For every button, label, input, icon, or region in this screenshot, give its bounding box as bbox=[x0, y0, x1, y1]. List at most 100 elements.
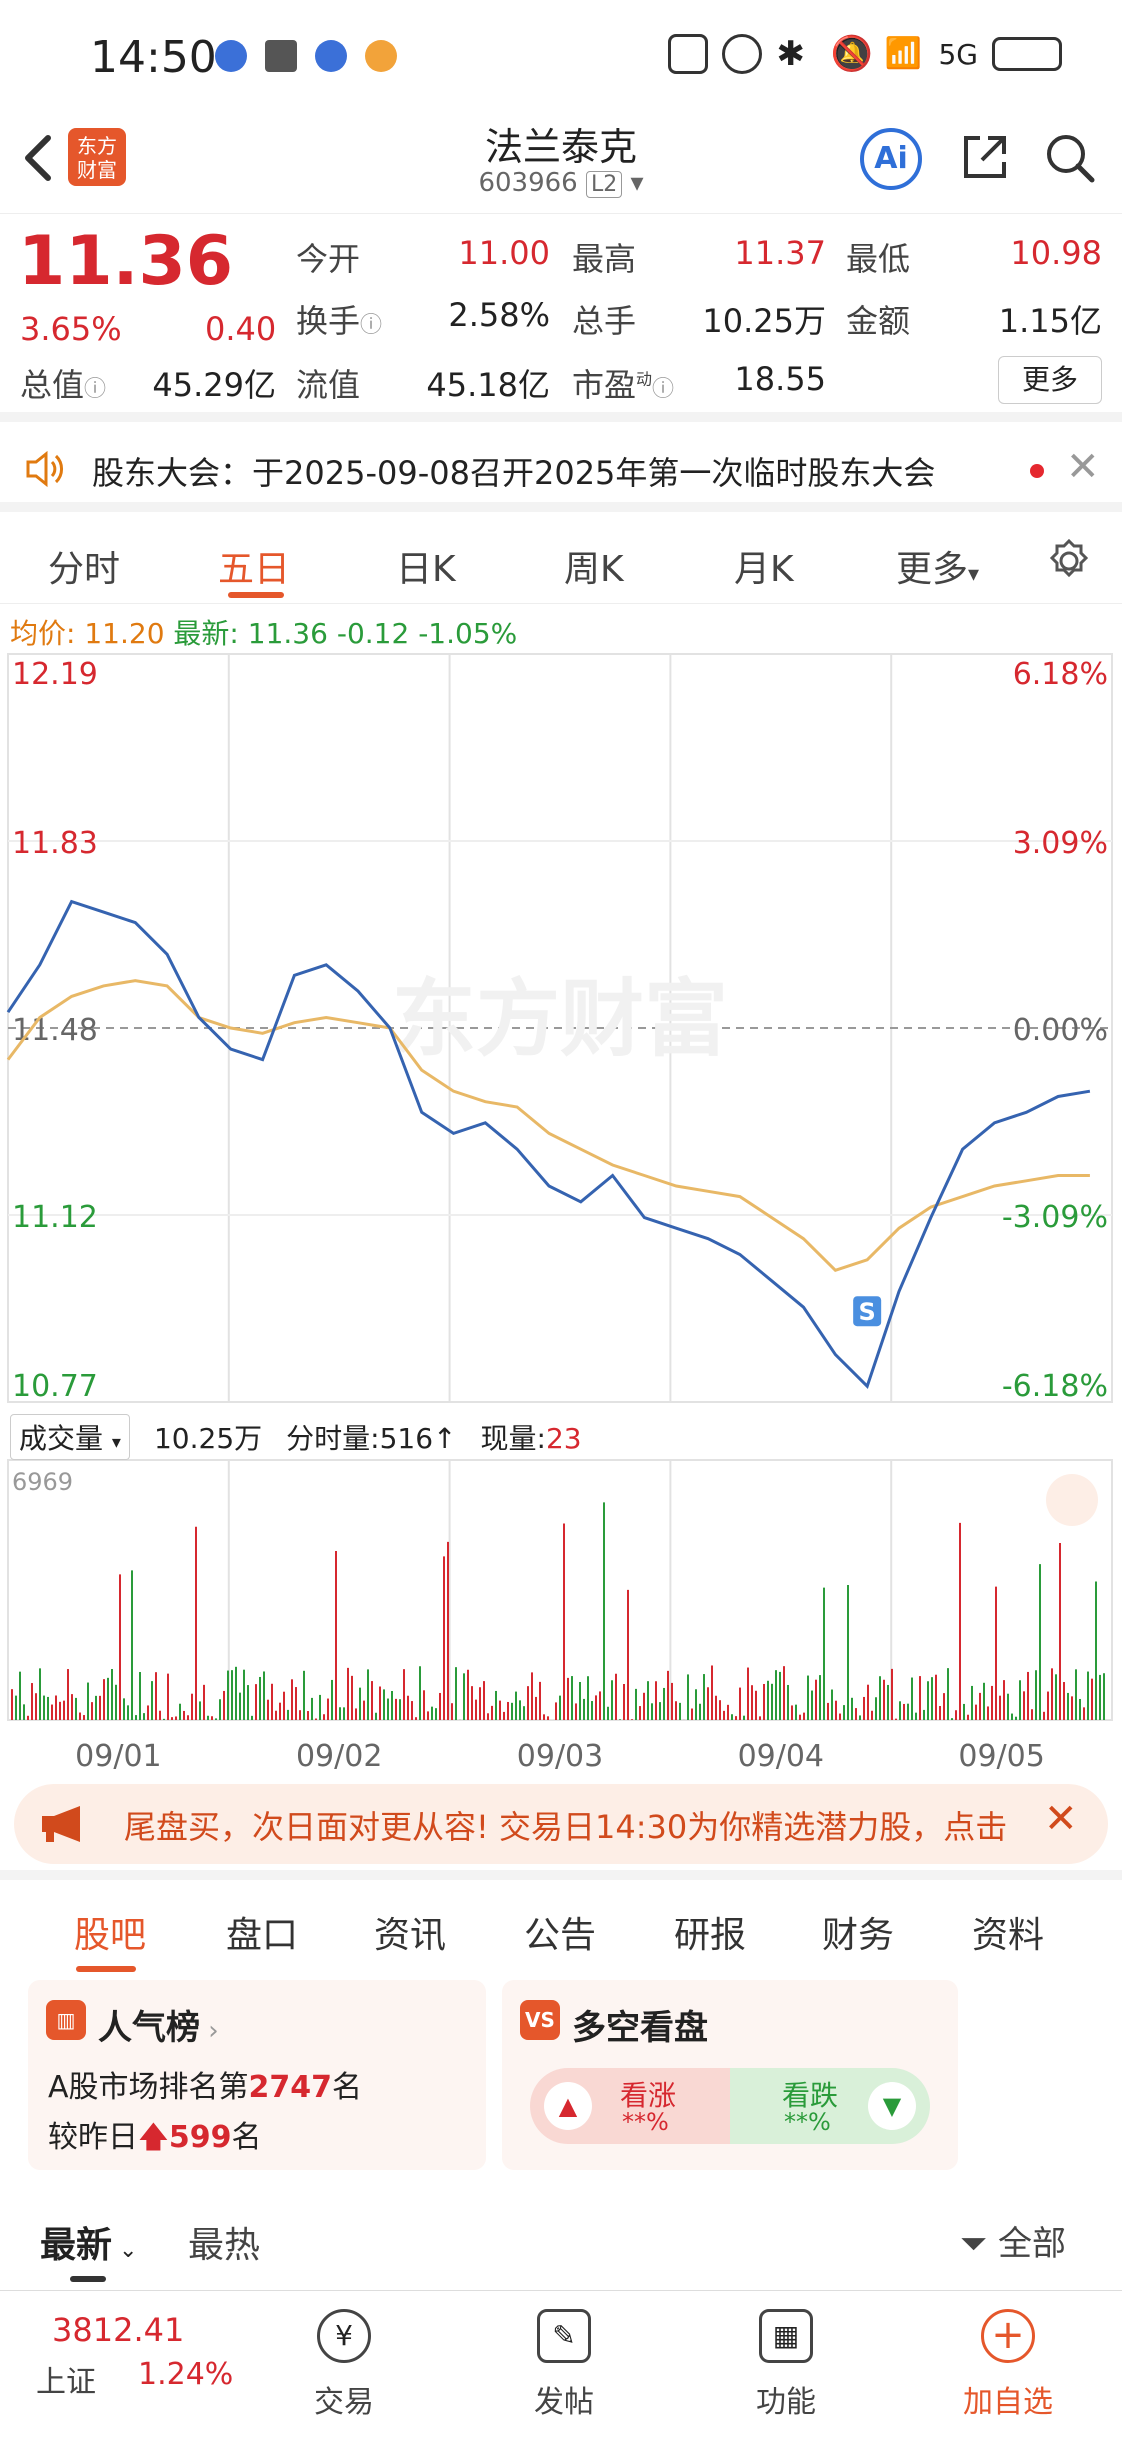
close-icon[interactable]: ✕ bbox=[1066, 444, 1100, 490]
tab-news[interactable]: 资讯 bbox=[374, 1915, 447, 1956]
share-icon[interactable] bbox=[960, 132, 1010, 182]
quote-label-turnover[interactable]: 换手ⓘ bbox=[296, 296, 382, 342]
notice-bar[interactable]: 股东大会：于2025-09-08召开2025年第一次临时股东大会 ✕ bbox=[0, 432, 1122, 512]
more-button[interactable]: 更多 bbox=[998, 356, 1102, 404]
tab-forum[interactable]: 股吧 bbox=[74, 1915, 147, 1956]
signal-badge: S bbox=[859, 1298, 876, 1326]
change-amount: 0.40 bbox=[205, 310, 277, 348]
arrow-up-icon: 🡅 bbox=[138, 2120, 169, 2155]
chart-bar-icon: ▥ bbox=[46, 2000, 86, 2040]
quote-panel: 11.36 3.65% 0.40 今开 11.00 最高 11.37 最低 10… bbox=[0, 216, 1122, 422]
index-value: 3812.41 bbox=[52, 2311, 185, 2349]
tab-monthly-k[interactable]: 月K bbox=[734, 549, 794, 590]
latest-label: 最新: bbox=[173, 617, 239, 650]
alarm-icon bbox=[722, 34, 763, 74]
chart-info-row: 均价: 11.20 最新: 11.36 -0.12 -1.05% bbox=[10, 612, 517, 652]
y-tick-right: -6.18% bbox=[1002, 1369, 1108, 1404]
tab-five-day[interactable]: 五日 bbox=[218, 549, 291, 590]
info-icon: ⓘ bbox=[84, 377, 107, 402]
change-suffix: 名 bbox=[231, 2120, 262, 2155]
filter-icon: ⏷ bbox=[960, 2224, 988, 2264]
ai-assistant-icon[interactable]: Ai bbox=[860, 128, 922, 190]
tab-more[interactable]: 更多▾ bbox=[896, 540, 979, 592]
turnover-label-text: 换手 bbox=[296, 302, 361, 340]
tab-daily-k[interactable]: 日K bbox=[396, 549, 456, 590]
volume-selector[interactable]: 成交量 ▾ bbox=[10, 1414, 130, 1460]
change-prefix: 较昨日 bbox=[48, 2120, 138, 2155]
sentiment-card[interactable]: VS 多空看盘 ▲ 看涨 **% 看跌 **% ▼ bbox=[502, 1980, 958, 2170]
bear-button[interactable]: 看跌 **% ▼ bbox=[730, 2068, 930, 2144]
popularity-title-text: 人气榜 bbox=[98, 2008, 200, 2048]
plus-icon: + bbox=[981, 2309, 1035, 2363]
change-value: 599 bbox=[168, 2120, 232, 2155]
five-day-chart[interactable]: 东方财富 12.19 11.83 11.48 11.12 10.77 6.18% 3.09% 0… bbox=[0, 650, 1122, 1784]
caret-down-icon: ▾ bbox=[630, 168, 644, 198]
current-price: 11.36 bbox=[18, 222, 234, 301]
promo-banner[interactable]: 尾盘买，次日面对更从容! 交易日14:30为你精选潜力股，点击 ✕ bbox=[14, 1784, 1108, 1864]
watermark: 东方财富 bbox=[392, 970, 728, 1068]
stock-name: 法兰泰克 bbox=[484, 125, 637, 169]
rank-prefix: A股市场排名第 bbox=[48, 2070, 249, 2105]
close-icon[interactable]: ✕ bbox=[1044, 1796, 1078, 1842]
x-tick: 09/01 bbox=[75, 1739, 161, 1774]
edit-icon: ✎ bbox=[537, 2309, 591, 2363]
caret-down-icon: ▾ bbox=[968, 562, 980, 587]
nav-add-watchlist[interactable]: + 加自选 bbox=[948, 2309, 1068, 2421]
quote-value-low: 10.98 bbox=[1010, 234, 1102, 272]
rank-value: 2747 bbox=[248, 2070, 333, 2105]
bluetooth-icon: ✱ bbox=[776, 34, 805, 74]
back-icon[interactable] bbox=[18, 128, 68, 188]
popularity-card[interactable]: ▥ 人气榜 › A股市场排名第2747名 较昨日🡅599名 bbox=[28, 1980, 486, 2170]
y-tick-left: 11.83 bbox=[12, 826, 98, 861]
price-line bbox=[6, 899, 1091, 1389]
minute-volume: 分时量:516↑ bbox=[286, 1417, 456, 1457]
latest-diff: -0.12 bbox=[336, 617, 410, 650]
quote-value-pe: 18.55 bbox=[734, 360, 826, 398]
notification-icon bbox=[315, 40, 347, 72]
tab-profile[interactable]: 资料 bbox=[972, 1915, 1045, 1956]
section-tabs: 股吧 盘口 资讯 公告 研报 财务 资料 bbox=[0, 1870, 1122, 1972]
tab-intraday[interactable]: 分时 bbox=[48, 549, 121, 590]
triangle-down-icon: ▼ bbox=[868, 2082, 916, 2130]
quote-label-amount: 金额 bbox=[846, 302, 911, 340]
nfc-icon bbox=[668, 34, 709, 74]
app-logo[interactable]: 东方财富 bbox=[68, 128, 126, 186]
quote-label-float-cap: 流值 bbox=[296, 366, 361, 404]
rank-suffix: 名 bbox=[332, 2070, 363, 2105]
expand-icon bbox=[1046, 1474, 1098, 1526]
tab-announcements[interactable]: 公告 bbox=[524, 1915, 597, 1956]
level-badge: L2 bbox=[585, 171, 623, 198]
nav-functions[interactable]: ▦ 功能 bbox=[726, 2309, 846, 2421]
search-icon[interactable] bbox=[1044, 132, 1096, 184]
quote-value-open: 11.00 bbox=[458, 234, 550, 272]
tab-finance[interactable]: 财务 bbox=[822, 1915, 895, 1956]
pe-label-text: 市盈 bbox=[572, 366, 637, 404]
nav-post-label: 发帖 bbox=[534, 2385, 594, 2420]
unread-dot bbox=[1030, 464, 1044, 478]
tab-weekly-k[interactable]: 周K bbox=[564, 549, 624, 590]
market-cap-label-text: 总值 bbox=[20, 366, 85, 404]
stock-code-row[interactable]: 603966 L2 ▾ bbox=[0, 168, 1122, 198]
nav-post[interactable]: ✎ 发帖 bbox=[504, 2309, 624, 2421]
feed-filter[interactable]: ⏷ 全部 bbox=[960, 2216, 1066, 2265]
feed-filter-label: 全部 bbox=[998, 2224, 1067, 2264]
latest-diff-pct: -1.05% bbox=[418, 617, 518, 650]
minute-volume-value: 516 bbox=[379, 1422, 434, 1455]
active-tab-indicator bbox=[76, 1966, 136, 1972]
gear-icon[interactable] bbox=[1046, 538, 1092, 584]
feed-tab-latest-label: 最新 bbox=[40, 2225, 113, 2266]
tab-orderbook[interactable]: 盘口 bbox=[226, 1915, 299, 1956]
feed-tab-latest[interactable]: 最新 ⌄ bbox=[40, 2216, 137, 2268]
bull-button[interactable]: ▲ 看涨 **% bbox=[530, 2068, 730, 2144]
signal-badge-bg bbox=[853, 1296, 882, 1327]
feed-tab-hot[interactable]: 最热 bbox=[188, 2225, 261, 2266]
mute-icon: 🔕 bbox=[830, 34, 873, 74]
quote-label-pe[interactable]: 市盈动ⓘ bbox=[572, 360, 674, 406]
tab-research[interactable]: 研报 bbox=[674, 1915, 747, 1956]
nav-trade[interactable]: ¥ 交易 bbox=[284, 2309, 404, 2421]
volume-selector-label: 成交量 bbox=[19, 1422, 104, 1455]
x-tick: 09/02 bbox=[296, 1739, 382, 1774]
speaker-icon bbox=[22, 446, 68, 492]
nav-trade-label: 交易 bbox=[314, 2385, 374, 2420]
quote-label-market-cap[interactable]: 总值ⓘ bbox=[20, 360, 106, 406]
